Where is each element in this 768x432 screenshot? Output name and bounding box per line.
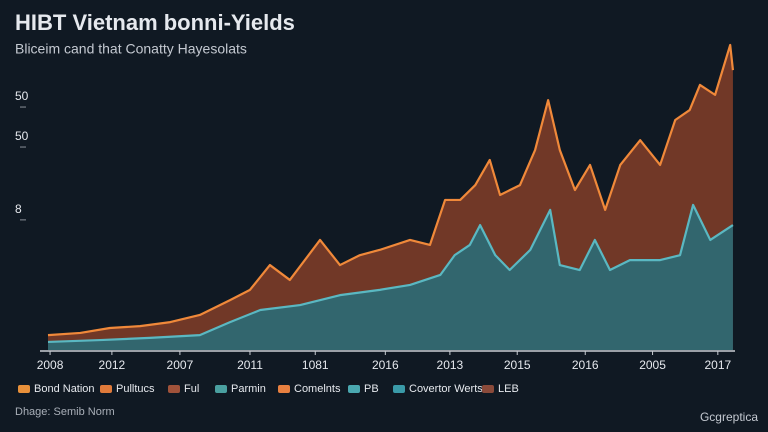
legend-label: Pulltucs bbox=[116, 383, 155, 395]
x-tick-label: 2017 bbox=[704, 358, 731, 372]
chart-subtitle: Bliceim cand that Conatty Hayesolats bbox=[15, 41, 247, 57]
legend-swatch bbox=[482, 385, 494, 393]
legend-label: Comelnts bbox=[294, 383, 341, 395]
x-tick-label: 2005 bbox=[639, 358, 666, 372]
legend-label: Parmin bbox=[231, 383, 266, 395]
area-fill bbox=[48, 204, 733, 350]
x-tick-label: 2008 bbox=[37, 358, 64, 372]
x-tick-label: 2007 bbox=[167, 358, 194, 372]
legend-swatch bbox=[215, 385, 227, 393]
legend-label: Ful bbox=[184, 383, 199, 395]
y-tick-label: 8 bbox=[15, 202, 22, 216]
x-tick-label: 1081 bbox=[302, 358, 329, 372]
x-tick-label: 2013 bbox=[437, 358, 464, 372]
area-line bbox=[47, 43, 735, 337]
x-tick-label: 2011 bbox=[237, 358, 263, 372]
y-tick-label: 50 bbox=[15, 89, 29, 103]
legend-swatch bbox=[278, 385, 290, 393]
x-tick-label: 2016 bbox=[572, 358, 599, 372]
credit: Gcgreptica bbox=[700, 410, 758, 424]
area-line bbox=[47, 203, 734, 344]
legend-label: Covertor Werts bbox=[409, 383, 483, 395]
legend-swatch bbox=[348, 385, 360, 393]
legend-swatch bbox=[100, 385, 112, 393]
legend-swatch bbox=[18, 385, 30, 393]
chart-title: HIBT Vietnam bonni-Yields bbox=[15, 10, 295, 35]
legend-label: LEB bbox=[498, 383, 519, 395]
x-tick-label: 2016 bbox=[372, 358, 399, 372]
source: Dhage: Semib Norm bbox=[15, 406, 115, 418]
x-tick-label: 2012 bbox=[99, 358, 126, 372]
legend-swatch bbox=[393, 385, 405, 393]
legend-swatch bbox=[168, 385, 180, 393]
x-tick-label: 2015 bbox=[504, 358, 531, 372]
legend-label: Bond Nation bbox=[34, 383, 95, 395]
y-tick-label: 50 bbox=[15, 129, 29, 143]
legend-label: PB bbox=[364, 383, 379, 395]
